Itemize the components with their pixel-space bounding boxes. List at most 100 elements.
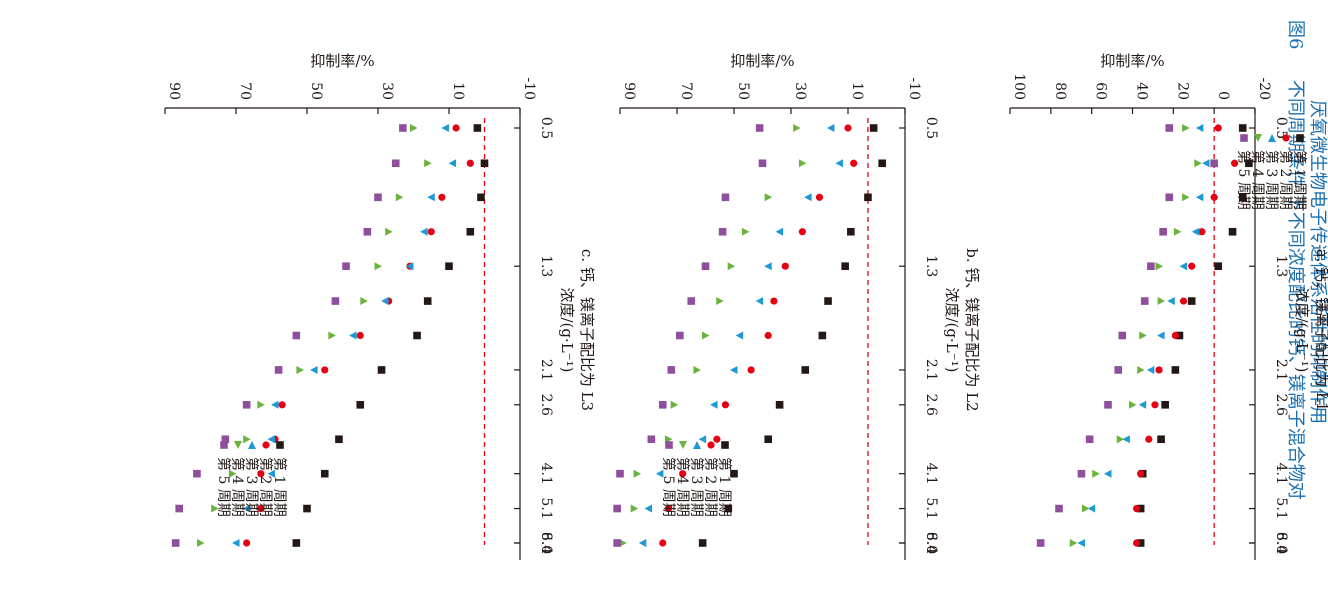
panel-a-series-5-point (1210, 159, 1218, 168)
value-tick-label: 100 (1011, 73, 1027, 100)
panel-b-series-3-point (710, 400, 718, 409)
value-tick-label: 90 (621, 82, 637, 100)
panel-c-ylabel: 抑制率/% (310, 52, 374, 70)
panel-a-series-2-point (1151, 401, 1159, 409)
value-tick-label: 90 (166, 82, 182, 100)
panel-c-series-4-point (211, 504, 219, 513)
legend-label-1: 第 1 周期 (271, 457, 288, 517)
panel-a-series-1-point (1175, 331, 1184, 340)
panel-a-series-2-point (1198, 228, 1206, 236)
panel-c-series-5-point (221, 435, 230, 444)
panel-a-series-4-point (1069, 539, 1078, 547)
panel-a-series-3-point (1167, 297, 1175, 306)
panel-a-series-5-point (1077, 469, 1086, 478)
panel-c-series-2-point (427, 228, 435, 236)
panel-b-series-4-point (741, 227, 750, 236)
panel-a-series-4-point (1092, 469, 1100, 478)
panel-a-series-1-point (1214, 262, 1223, 270)
panel-c-series-3-point (427, 193, 435, 202)
legend-marker-4 (1254, 134, 1262, 142)
panel-a-series-1-point (1245, 159, 1253, 168)
panel-b-series-1-point (698, 539, 707, 547)
panel-c-series-4-point (424, 159, 432, 168)
panel-b-series-2-point (844, 124, 852, 132)
panel-a-series-5-point (1114, 366, 1123, 374)
panel-b-series-5-point (616, 469, 624, 478)
value-tick-label: -10 (906, 77, 922, 100)
panel-a-series-4-point (1182, 124, 1190, 132)
panel-a-series-2-point (1132, 539, 1141, 547)
panel-c-series-2-point (243, 539, 251, 547)
legend-label-4: 第 4 周期 (229, 457, 246, 517)
panel-a-series-3-point (1179, 262, 1188, 271)
legend-marker-5 (1240, 134, 1248, 142)
panel-c: -10 10 30 50 70 90 抑制率/% 0.5 1.3 2.1 2.6 4.1 5.1 6.48… (164, 52, 596, 560)
panel-a-series-2-point (1145, 435, 1153, 443)
panel-c-series-1-point (292, 539, 301, 547)
panel-a-series-1-point (1171, 366, 1180, 374)
panel-a-series-5-point (1159, 227, 1167, 236)
panel-c-series-3-point (267, 435, 275, 444)
concentration-tick-label: 2.1 (923, 359, 939, 381)
panel-b-series-1-point (801, 366, 810, 374)
panel-b-series-2-point (664, 504, 673, 513)
panel-c-series-1-point (377, 366, 386, 374)
concentration-tick-label: 8.0 (1273, 532, 1289, 554)
panel-a-xlabel: 浓度/(g·L⁻¹) (1293, 287, 1311, 372)
panel-b-series-5-point (687, 297, 696, 305)
panel-b: -10 10 30 50 70 90 抑制率/% 0.5 1.3 2.1 2.6 4.1 5.1 6.48… (613, 52, 981, 560)
panel-c-series-4-point (197, 539, 205, 547)
panel-b-series-1-point (864, 193, 872, 202)
panel-c-series-1-point (335, 435, 343, 444)
panel-a-series-5-point (1140, 297, 1149, 305)
panel-b-series-3-point (755, 297, 764, 306)
panel-a-series-5-point (1147, 262, 1155, 270)
concentration-tick-label: 5.1 (923, 497, 939, 519)
panel-b-series-5-point (667, 366, 676, 374)
panel-b-series-2-point (798, 228, 807, 236)
legend-label-1: 第 1 周期 (1291, 150, 1308, 210)
value-tick-label: 70 (237, 82, 253, 100)
panel-a-series-1-point (1136, 539, 1145, 547)
panel-b-series-4-point (793, 124, 801, 132)
legend-marker-3 (248, 441, 256, 449)
panel-a-series-3-point (1104, 469, 1112, 478)
concentration-tick-label: 6.4 (538, 532, 554, 554)
panel-c-series-5-point (331, 297, 340, 305)
panel-c-series-4-point (385, 227, 393, 236)
panel-b-series-3-point (775, 227, 784, 236)
panel-c-series-5-point (274, 366, 283, 374)
value-tick-label: 60 (1093, 82, 1109, 100)
legend-label-5: 第 5 周期 (660, 457, 677, 517)
legend-label-3: 第 3 周期 (688, 457, 705, 517)
legend-marker-1 (1296, 134, 1304, 142)
panel-b-series-3-point (698, 435, 707, 444)
concentration-tick-label: 2.6 (538, 394, 554, 416)
panel-b-series-2-point (815, 193, 824, 201)
panel-c-xlabel: 浓度/(g·L⁻¹) (558, 287, 576, 372)
panel-b-series-3-point (764, 262, 772, 271)
panel-b-series-2-point (721, 401, 730, 409)
panel-b-series-2-point (781, 262, 789, 270)
panel-a-ylabel: 抑制率/% (1100, 52, 1164, 70)
concentration-tick-label: 1.3 (923, 255, 939, 277)
legend-marker-3 (1268, 134, 1276, 142)
panel-b-series-4-point (619, 539, 627, 547)
panel-a-series-2-point (1171, 331, 1179, 340)
panel-b-series-5-point (647, 435, 656, 444)
panel-c-series-3-point (441, 124, 449, 132)
panel-a-series-5-point (1085, 435, 1094, 444)
panel-c-series-2-point (257, 470, 265, 478)
panel-a-series-2-point (1210, 193, 1218, 201)
legend-marker-4 (679, 441, 687, 449)
panel-a-series-4-point (1182, 193, 1190, 202)
caption-figure-number: 图6 (1285, 20, 1306, 49)
panel-b-series-5-point (755, 124, 764, 132)
panel-b-series-5-point (721, 193, 730, 202)
concentration-tick-label: 0.5 (923, 117, 939, 139)
panel-b-series-3-point (835, 159, 843, 168)
panel-b-series-4-point (764, 193, 773, 202)
legend-marker-1 (721, 441, 729, 449)
concentration-tick-label: 2.1 (538, 359, 554, 381)
